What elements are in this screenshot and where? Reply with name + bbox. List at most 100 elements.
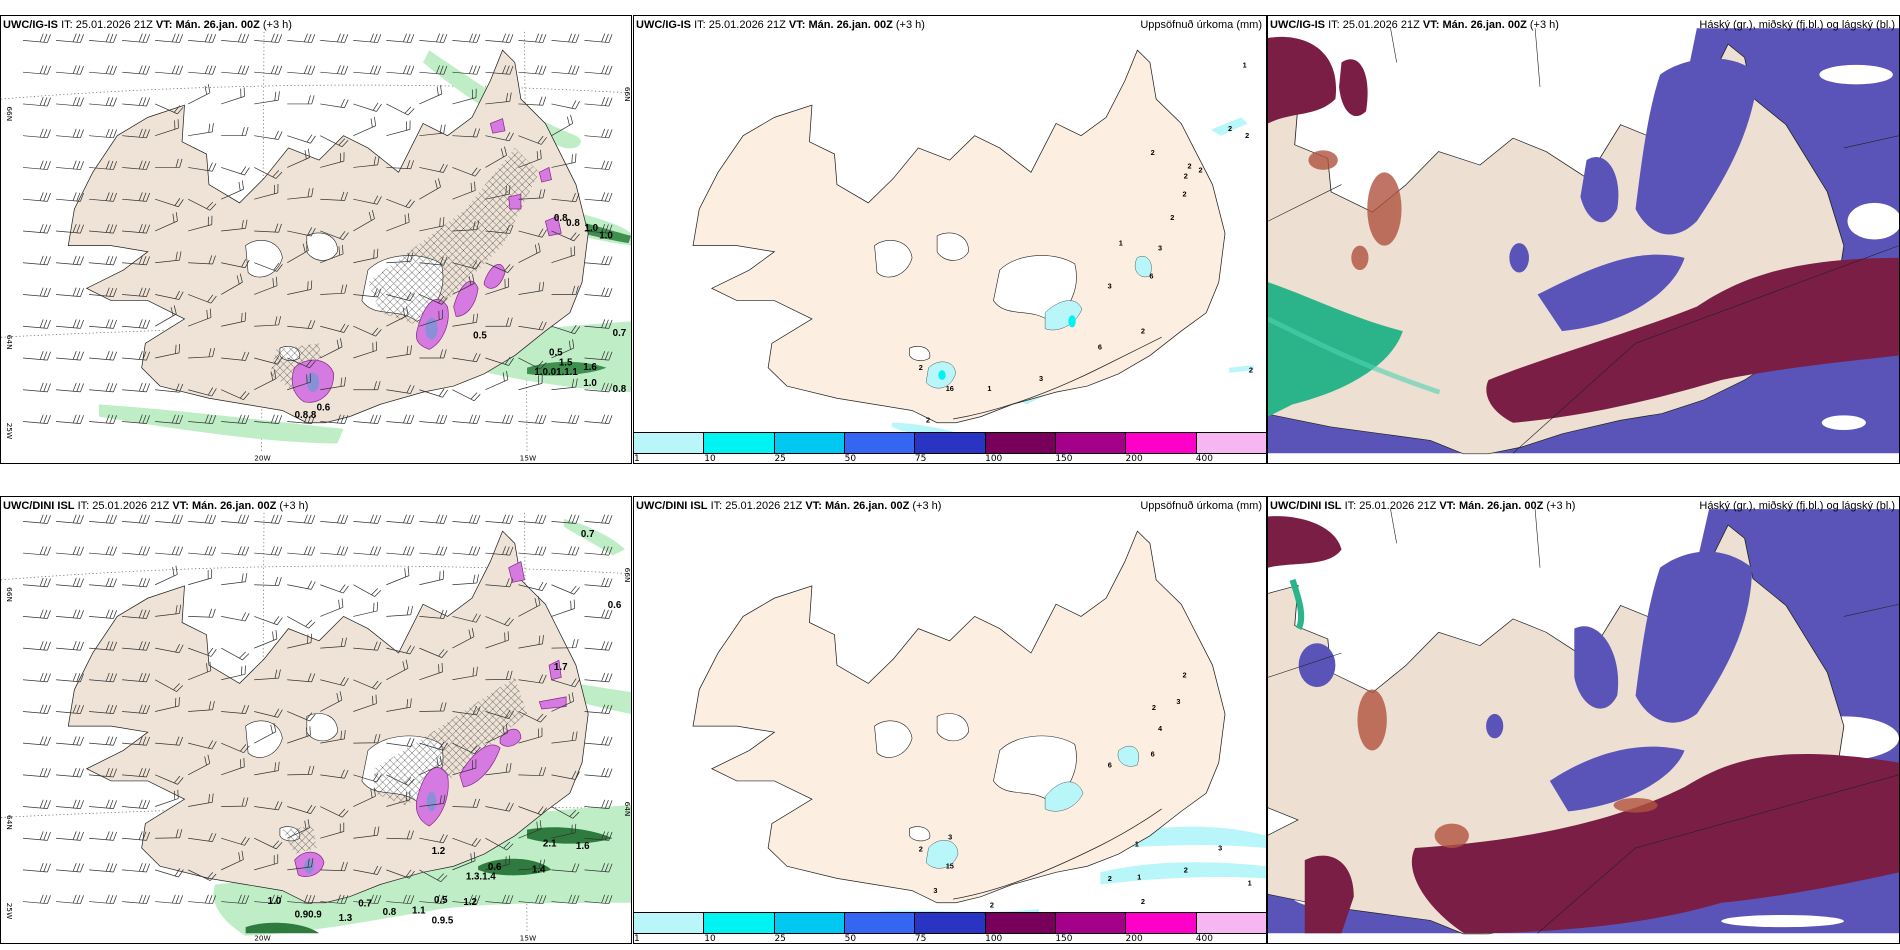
wind-barb [221, 797, 249, 807]
wind-barb [155, 414, 184, 424]
wind-barb [353, 248, 379, 264]
contour-label: 0.8 [566, 218, 580, 229]
wind-barb [89, 382, 117, 393]
wind-barb [320, 152, 345, 168]
wind-barb [485, 546, 514, 556]
wind-barb [353, 679, 382, 690]
wind-barb [221, 612, 250, 622]
wind-barb [287, 819, 310, 839]
precip-label: 3 [1108, 281, 1112, 290]
wind-barb [22, 192, 51, 202]
colorbar-tick: 75 [914, 934, 927, 944]
wind-barb [56, 546, 84, 556]
colorbar-tick: 25 [774, 454, 786, 464]
contour-label: 1.2 [432, 846, 446, 857]
precip-label: 3 [1176, 697, 1180, 706]
contour-label: 1.0 [268, 896, 282, 907]
colorbar-tick: 1 [634, 454, 640, 464]
wind-barb [254, 262, 283, 272]
contour-label: 2.1 [543, 839, 557, 850]
contour-label: 0.6 [317, 402, 331, 413]
wind-barb [353, 381, 381, 391]
wind-barb [353, 787, 376, 807]
wind-barb [584, 224, 613, 234]
wind-barb [386, 198, 415, 209]
wind-barb [154, 774, 184, 785]
wind-barb [353, 584, 382, 597]
wind-barb [56, 65, 84, 75]
wind-barb [419, 702, 447, 712]
wind-barb [187, 84, 211, 105]
lon-label-25w: 25W [5, 423, 14, 440]
colorbar-tick: 400 [1195, 454, 1213, 464]
wind-barb [89, 672, 117, 683]
wind-barbs [22, 33, 613, 424]
wind-barb [155, 789, 179, 807]
wind-barb [56, 799, 84, 810]
wind-barb [22, 831, 51, 841]
wind-barb [122, 96, 151, 107]
wind-barb [452, 613, 481, 623]
wind-barb [56, 767, 84, 778]
wind-barb [56, 894, 84, 905]
wind-barb [551, 114, 574, 137]
wind-barb [22, 514, 51, 524]
contour-label: 1.3 [339, 913, 353, 924]
wind-barb [419, 388, 448, 398]
wind-barb [584, 33, 613, 43]
wind-barb [89, 736, 117, 746]
wind-barb [122, 767, 151, 778]
colorbar-swatch [634, 913, 705, 933]
wind-barb [221, 180, 244, 200]
colorbar-tick: 75 [914, 454, 927, 464]
wind-barb [320, 284, 348, 295]
wind-barb [386, 566, 410, 586]
wind-barb [551, 378, 578, 391]
wind-barb [353, 210, 375, 232]
contour-label: 1.4 [532, 864, 546, 875]
wind-barb [56, 319, 84, 329]
wind-barb [287, 95, 315, 105]
wind-barb [386, 213, 410, 232]
wind-barb [89, 319, 117, 329]
wind-barb [419, 514, 448, 524]
colorbar-tick: 150 [1055, 454, 1073, 464]
wind-barb [188, 608, 216, 618]
wind-barb [122, 287, 151, 297]
wind-barb [254, 576, 282, 586]
wind-barb [254, 130, 283, 140]
wind-barb [518, 711, 547, 723]
wind-barb [353, 773, 382, 783]
wind-barb [386, 65, 415, 75]
wind-barb [518, 414, 547, 424]
wind-barb [419, 741, 448, 751]
wind-barb [485, 514, 514, 524]
wind-barb [353, 865, 382, 875]
contour-label: 1.7 [554, 662, 568, 673]
colorbar-swatch [985, 433, 1056, 453]
wind-barb [485, 356, 514, 366]
wind-barb [22, 546, 51, 556]
wind-barb [485, 802, 514, 812]
precip-label: 1 [1135, 840, 1139, 849]
wind-barb [419, 570, 445, 586]
wind-barb [419, 546, 448, 556]
contour-label: 1.6 [576, 841, 590, 852]
wind-barb [287, 765, 315, 776]
wind-barb [452, 389, 481, 402]
wind-barb [452, 88, 477, 105]
lon-label-15w: 15W [520, 934, 537, 943]
colorbar-tick: 25 [774, 934, 786, 944]
wind-barb [155, 894, 184, 905]
panel-header: UWC/IG-IS IT: 25.01.2026 21Z VT: Mán. 26… [3, 19, 292, 31]
wind-barb [386, 605, 413, 617]
wind-barb [287, 241, 309, 264]
precip-label: 2 [1249, 366, 1253, 375]
wind-barb [452, 574, 480, 586]
wind-barb [518, 65, 547, 75]
wind-barb [551, 153, 577, 168]
wind-barb [353, 546, 382, 556]
wind-barb [452, 128, 481, 138]
lat-label-66n: 66N [5, 587, 14, 602]
colorbar-tick: 200 [1125, 934, 1143, 944]
